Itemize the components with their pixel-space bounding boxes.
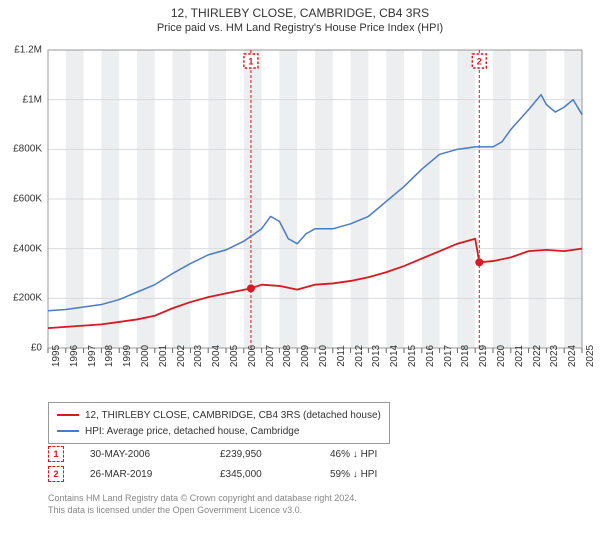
- sale-date: 30-MAY-2006: [90, 449, 220, 460]
- x-axis-tick-label: 2016: [425, 345, 436, 367]
- x-axis-tick-label: 2014: [389, 345, 400, 367]
- chart-titles: 12, THIRLEBY CLOSE, CAMBRIDGE, CB4 3RS P…: [0, 0, 600, 34]
- sale-price: £239,950: [220, 449, 330, 460]
- sale-badge: 2: [48, 466, 64, 482]
- x-axis-tick-label: 2003: [193, 345, 204, 367]
- x-axis-tick-label: 2000: [140, 345, 151, 367]
- x-axis-tick-label: 2021: [514, 345, 525, 367]
- table-row: 1 30-MAY-2006 £239,950 46% ↓ HPI: [48, 444, 450, 464]
- x-axis-tick-label: 1995: [51, 345, 62, 367]
- x-axis-tick-label: 2025: [585, 345, 596, 367]
- legend-swatch: [57, 430, 79, 432]
- table-row: 2 26-MAR-2019 £345,000 59% ↓ HPI: [48, 464, 450, 484]
- x-axis-tick-label: 1998: [104, 345, 115, 367]
- y-axis-tick-label: £1.2M: [0, 45, 42, 56]
- y-axis-tick-label: £1M: [0, 94, 42, 105]
- x-axis-tick-label: 2018: [460, 345, 471, 367]
- title-subtitle: Price paid vs. HM Land Registry's House …: [0, 22, 600, 34]
- x-axis-tick-label: 2020: [496, 345, 507, 367]
- sales-table: 1 30-MAY-2006 £239,950 46% ↓ HPI 2 26-MA…: [48, 444, 450, 484]
- svg-text:1: 1: [248, 57, 253, 67]
- svg-text:2: 2: [477, 57, 482, 67]
- sale-vs-hpi: 46% ↓ HPI: [330, 449, 450, 460]
- y-axis-tick-label: £600K: [0, 194, 42, 205]
- chart-area: 1 2 £0 £200K £400K £600K £800K £1M £1.2M 1995 19…: [0, 38, 600, 398]
- x-axis-tick-label: 2010: [318, 345, 329, 367]
- x-axis-tick-label: 1999: [122, 345, 133, 367]
- legend-item: 12, THIRLEBY CLOSE, CAMBRIDGE, CB4 3RS (…: [57, 407, 381, 423]
- x-axis-tick-label: 2013: [371, 345, 382, 367]
- footer-line: This data is licensed under the Open Gov…: [48, 504, 357, 516]
- x-axis-tick-label: 2002: [176, 345, 187, 367]
- footer-line: Contains HM Land Registry data © Crown c…: [48, 492, 357, 504]
- legend-label: 12, THIRLEBY CLOSE, CAMBRIDGE, CB4 3RS (…: [85, 410, 381, 421]
- title-address: 12, THIRLEBY CLOSE, CAMBRIDGE, CB4 3RS: [0, 6, 600, 20]
- legend-item: HPI: Average price, detached house, Camb…: [57, 423, 381, 439]
- x-axis-tick-label: 2008: [282, 345, 293, 367]
- x-axis-tick-label: 2007: [265, 345, 276, 367]
- x-axis-tick-label: 2009: [300, 345, 311, 367]
- x-axis-tick-label: 2006: [247, 345, 258, 367]
- sale-price: £345,000: [220, 469, 330, 480]
- x-axis-tick-label: 2012: [354, 345, 365, 367]
- y-axis-tick-label: £200K: [0, 293, 42, 304]
- sale-badge: 1: [48, 446, 64, 462]
- x-axis-tick-label: 2011: [336, 345, 347, 367]
- y-axis-tick-label: £800K: [0, 144, 42, 155]
- x-axis-tick-label: 1996: [69, 345, 80, 367]
- legend: 12, THIRLEBY CLOSE, CAMBRIDGE, CB4 3RS (…: [48, 402, 390, 444]
- x-axis-tick-label: 2005: [229, 345, 240, 367]
- x-axis-tick-label: 2001: [158, 345, 169, 367]
- x-axis-tick-label: 2017: [443, 345, 454, 367]
- footer: Contains HM Land Registry data © Crown c…: [48, 492, 357, 516]
- legend-swatch: [57, 414, 79, 416]
- legend-label: HPI: Average price, detached house, Camb…: [85, 426, 299, 437]
- y-axis-tick-label: £400K: [0, 243, 42, 254]
- x-axis-tick-label: 2004: [211, 345, 222, 367]
- y-axis-tick-label: £0: [0, 343, 42, 354]
- x-axis-tick-label: 2023: [549, 345, 560, 367]
- x-axis-tick-label: 2024: [567, 345, 578, 367]
- sale-vs-hpi: 59% ↓ HPI: [330, 469, 450, 480]
- x-axis-tick-label: 2022: [532, 345, 543, 367]
- x-axis-tick-label: 2019: [478, 345, 489, 367]
- x-axis-tick-label: 2015: [407, 345, 418, 367]
- x-axis-tick-label: 1997: [87, 345, 98, 367]
- sale-date: 26-MAR-2019: [90, 469, 220, 480]
